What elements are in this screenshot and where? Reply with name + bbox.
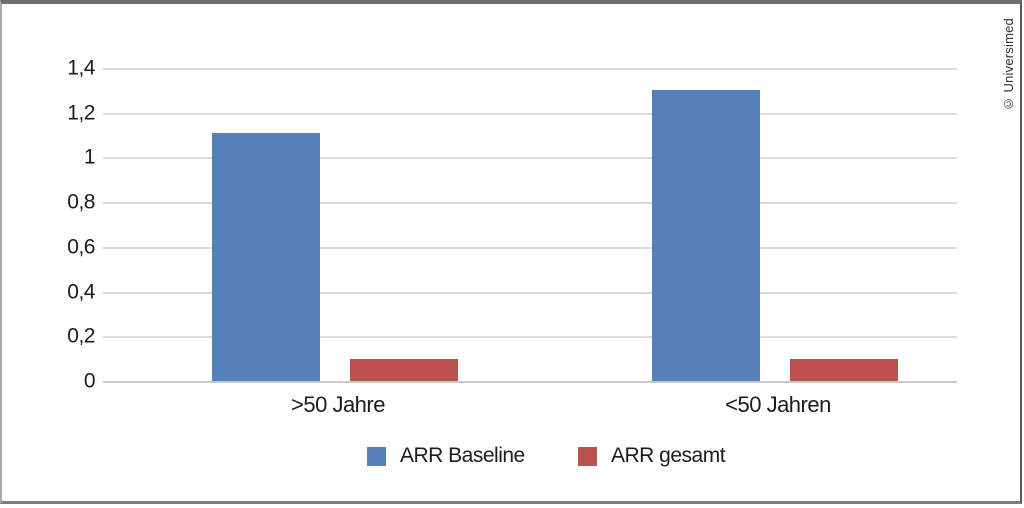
gridline xyxy=(103,291,957,294)
gridline xyxy=(103,157,957,160)
y-axis-tick-label: 0,8 xyxy=(67,190,95,214)
gridline xyxy=(103,202,957,205)
y-axis-tick-label: 1 xyxy=(83,145,96,169)
legend-label-arr-gesamt: ARR gesamt xyxy=(611,444,726,467)
gridline xyxy=(103,246,957,249)
legend-swatch-red-icon xyxy=(578,446,597,466)
gridline xyxy=(103,336,957,339)
bar-arr-baseline-group2 xyxy=(652,90,760,381)
x-axis-label-group1: >50 Jahre xyxy=(291,392,385,417)
bar-arr-baseline-group1 xyxy=(212,132,320,381)
legend-item-arr-gesamt: ARR gesamt xyxy=(578,444,726,468)
x-axis-label-group2: <50 Jahren xyxy=(725,392,831,417)
plot-area xyxy=(103,68,957,383)
y-axis-tick-label: 0 xyxy=(83,369,96,393)
copyright-watermark: © Universimed xyxy=(1001,18,1016,112)
y-axis-tick-label: 0,6 xyxy=(67,235,95,259)
gridline xyxy=(103,112,957,115)
y-axis-tick-label: 1,4 xyxy=(67,56,95,80)
gridline xyxy=(103,68,957,70)
bar-arr-gesamt-group2 xyxy=(790,358,898,381)
legend-label-arr-baseline: ARR Baseline xyxy=(400,444,525,467)
legend-item-arr-baseline: ARR Baseline xyxy=(367,444,525,468)
bar-arr-gesamt-group1 xyxy=(350,358,458,381)
y-axis-tick-label: 0,2 xyxy=(67,324,95,348)
y-axis-tick-label: 1,2 xyxy=(67,101,95,125)
y-axis-tick-labels: 0 0,2 0,4 0,6 0,8 1 1,2 1,4 xyxy=(38,58,96,392)
legend-swatch-blue-icon xyxy=(367,446,386,466)
legend: ARR Baseline ARR gesamt xyxy=(0,444,1024,468)
y-axis-tick-label: 0,4 xyxy=(67,280,95,304)
